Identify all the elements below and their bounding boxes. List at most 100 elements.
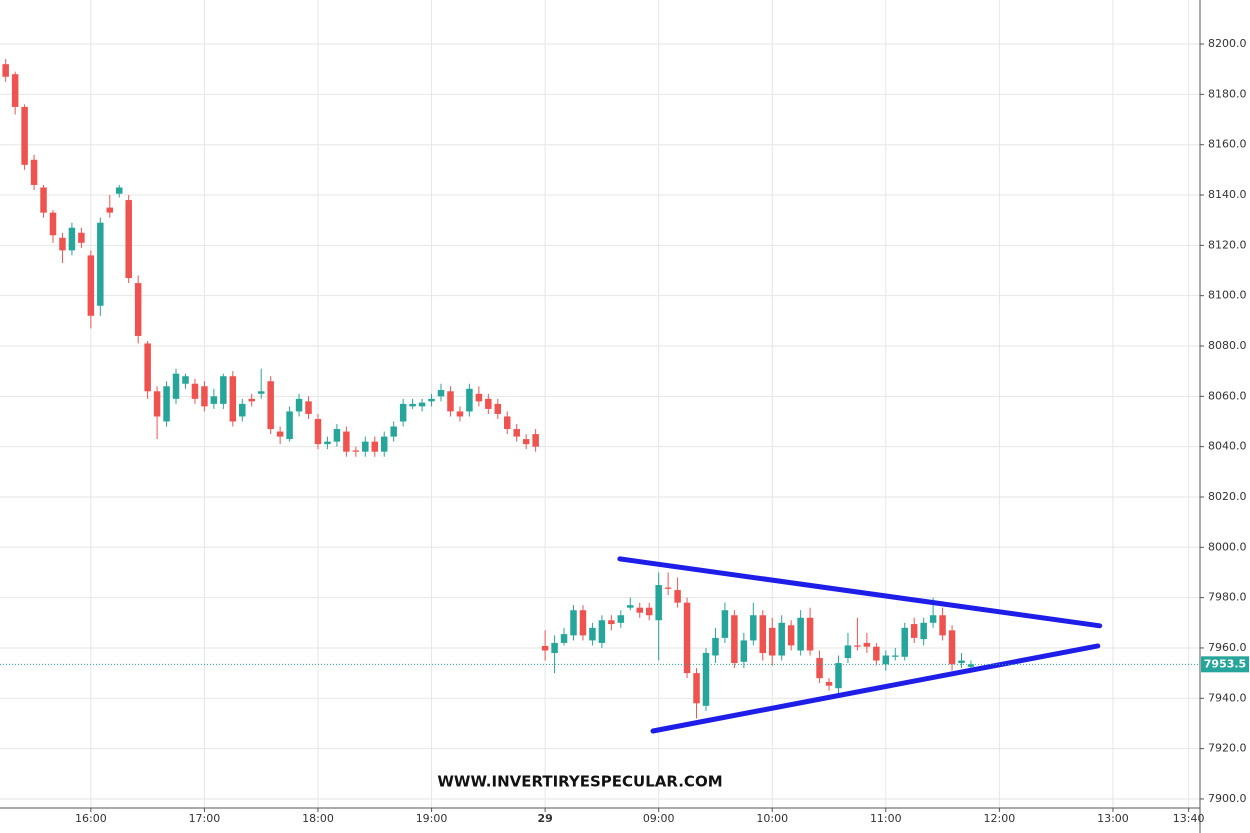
candle-body <box>125 200 132 279</box>
y-tick-label: 7960.0 <box>1208 641 1247 654</box>
candle-body <box>456 411 464 417</box>
y-tick-label: 8020.0 <box>1208 490 1247 503</box>
plot <box>2 59 975 719</box>
candle-body <box>380 436 388 452</box>
candle-body <box>314 418 322 445</box>
candle-body <box>532 434 539 447</box>
y-tick-label: 7900.0 <box>1208 792 1247 805</box>
candle-body <box>882 655 890 665</box>
candle-body <box>115 187 123 194</box>
candle-body <box>276 431 284 437</box>
candle-body <box>333 429 341 442</box>
candle-body <box>778 622 785 656</box>
candle-body <box>816 658 823 679</box>
candle-body <box>522 439 530 445</box>
x-tick-label: 19:00 <box>416 812 448 825</box>
candle-body <box>627 605 634 608</box>
candle-body <box>409 403 416 407</box>
candle-body <box>967 664 975 667</box>
y-tick-label: 8040.0 <box>1208 440 1247 453</box>
candle-body <box>239 403 246 417</box>
x-tick-label: 18:00 <box>302 812 334 825</box>
candle-body <box>172 373 180 399</box>
candle-body <box>106 207 114 213</box>
candle-body <box>229 376 237 422</box>
candle-body <box>11 74 19 107</box>
candle-body <box>437 390 445 397</box>
x-tick-label: 13:40 <box>1173 812 1205 825</box>
candle-body <box>286 411 293 440</box>
candle-body <box>948 630 956 665</box>
candle-body <box>248 398 255 402</box>
y-tick-label: 8180.0 <box>1208 87 1247 100</box>
candle-body <box>182 376 189 384</box>
y-tick-label: 7920.0 <box>1208 742 1247 755</box>
candle-body <box>655 585 662 621</box>
candle-body <box>352 450 360 452</box>
y-tick-label: 7980.0 <box>1208 591 1247 604</box>
x-tick-label: 11:00 <box>870 812 902 825</box>
candle-body <box>134 283 142 336</box>
candle-body <box>30 159 38 185</box>
y-tick-label: 8160.0 <box>1208 138 1247 151</box>
candle-body <box>958 660 965 664</box>
candle-body <box>428 398 435 402</box>
candle-body <box>570 610 577 636</box>
candle-body <box>220 376 227 404</box>
candle-body <box>541 645 549 651</box>
candle-body <box>579 610 587 636</box>
candle-body <box>806 617 814 651</box>
y-tick-label: 8200.0 <box>1208 37 1247 50</box>
candle-body <box>78 232 85 243</box>
watermark: WWW.INVERTIRYESPECULAR.COM <box>437 773 722 791</box>
candle-body <box>21 106 28 165</box>
candle-body <box>589 627 596 641</box>
candle-body <box>163 386 170 422</box>
last-price-box <box>1201 656 1249 673</box>
candle-body <box>768 627 776 656</box>
x-tick-label: 17:00 <box>189 812 221 825</box>
candle-body <box>939 615 946 636</box>
candle-body <box>144 343 151 392</box>
candle-body <box>201 386 208 407</box>
candle-body <box>267 381 274 430</box>
candle-body <box>257 391 265 394</box>
candle-body <box>447 391 454 412</box>
x-tick-label: 13:00 <box>1097 812 1129 825</box>
x-tick-label: 09:00 <box>643 812 675 825</box>
candle-body <box>191 383 199 399</box>
trendline <box>650 643 1101 734</box>
candle-body <box>835 663 842 689</box>
candle-body <box>390 426 397 437</box>
candle-body <box>731 615 738 664</box>
candle-body <box>636 607 643 613</box>
candle-body <box>608 620 615 625</box>
candle-body <box>712 637 719 656</box>
candle-body <box>740 640 748 662</box>
candle-body <box>598 620 606 643</box>
candle-body <box>210 396 218 404</box>
candle-body <box>485 398 492 409</box>
candle-body <box>551 642 558 653</box>
candle-body <box>295 398 303 412</box>
candle-body <box>59 237 66 251</box>
candle-body <box>560 634 568 643</box>
candle-body <box>920 622 927 640</box>
candle-body <box>494 403 502 414</box>
candle-body <box>305 401 312 414</box>
y-tick-label: 7940.0 <box>1208 691 1247 704</box>
candle-body <box>854 645 861 647</box>
candle-body <box>504 416 511 430</box>
candle-body <box>399 403 407 422</box>
x-tick-label: 16:00 <box>75 812 107 825</box>
y-tick-label: 8120.0 <box>1208 238 1247 251</box>
candle-body <box>343 431 350 452</box>
candle-body <box>750 615 757 641</box>
candle-body <box>910 624 918 638</box>
candle-body <box>97 222 104 306</box>
candle-body <box>87 255 95 316</box>
candle-body <box>371 441 379 452</box>
candle-body <box>759 615 767 653</box>
candle-body <box>49 212 57 236</box>
